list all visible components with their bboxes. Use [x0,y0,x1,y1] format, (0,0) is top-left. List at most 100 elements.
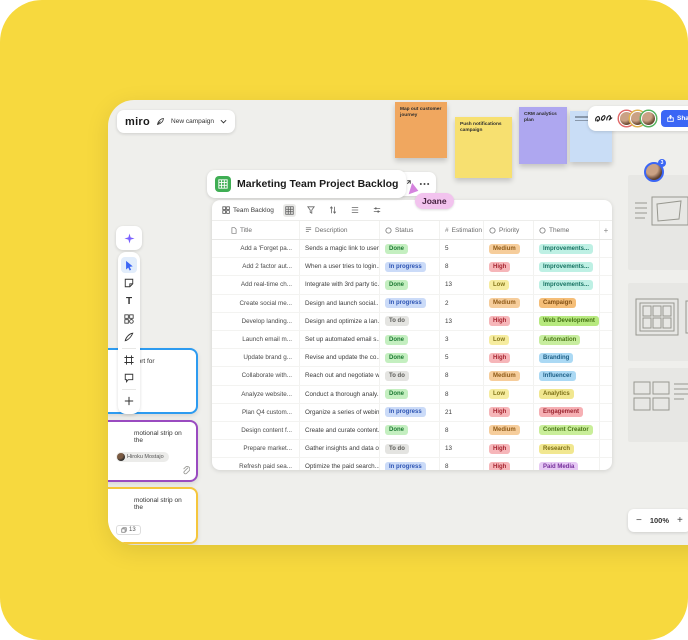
row-height-button[interactable] [349,204,362,217]
row-handle[interactable] [212,331,226,348]
table-row[interactable]: Launch email m... Set up automated email … [212,330,612,350]
cell-spacer[interactable] [600,404,612,421]
zoom-in-button[interactable]: + [677,514,683,526]
cell-description[interactable]: Create and curate content... [300,421,380,440]
add-tool[interactable] [121,393,137,409]
cell-title[interactable]: Analyze website... [226,385,300,403]
cell-description[interactable]: Gather insights and data o... [300,440,380,458]
cell-theme[interactable]: Research [534,440,600,458]
cell-estimation[interactable]: 13 [440,276,484,294]
row-handle[interactable] [212,349,226,366]
cell-description[interactable]: Set up automated email s... [300,330,380,349]
cell-spacer[interactable] [600,295,612,312]
cell-estimation[interactable]: 13 [440,440,484,458]
cell-status[interactable]: Done [380,330,440,349]
cell-description[interactable]: Design and optimize a lan... [300,312,380,330]
settings-button[interactable] [371,204,384,217]
cell-estimation[interactable]: 21 [440,403,484,421]
cell-priority[interactable]: Low [484,276,534,294]
cell-status[interactable]: Done [380,349,440,367]
cell-priority[interactable]: Low [484,330,534,349]
column-header-estimation[interactable]: # Estimation [440,221,484,239]
cell-theme[interactable]: Paid Media [534,458,600,470]
frame-tool[interactable] [121,352,137,368]
cell-estimation[interactable]: 5 [440,240,484,258]
cell-estimation[interactable]: 8 [440,421,484,440]
cell-estimation[interactable]: 2 [440,294,484,312]
cell-status[interactable]: To do [380,440,440,458]
cell-priority[interactable]: High [484,258,534,276]
column-header-priority[interactable]: Priority [484,221,534,239]
cell-priority[interactable]: High [484,458,534,470]
column-header-status[interactable]: Status [380,221,440,239]
share-button[interactable]: Share [661,110,688,127]
edit-pen-icon[interactable] [156,117,165,126]
cell-priority[interactable]: Low [484,385,534,403]
sticky-note[interactable]: Push notifications campaign [455,117,512,178]
more-options-icon[interactable] [419,182,430,186]
cell-description[interactable]: Integrate with 3rd party tic... [300,276,380,294]
table-row[interactable]: Update brand g... Revise and update the c… [212,349,612,368]
row-handle[interactable] [212,404,226,421]
cell-title[interactable]: Develop landing... [226,312,300,330]
row-handle[interactable] [212,276,226,293]
cell-theme[interactable]: Improvements... [534,240,600,258]
cell-estimation[interactable]: 5 [440,349,484,367]
cell-description[interactable]: When a user tries to login... [300,258,380,276]
table-row[interactable]: Add real-time ch... Integrate with 3rd pa… [212,276,612,295]
row-handle[interactable] [212,440,226,457]
row-handle[interactable] [212,422,226,439]
cell-theme[interactable]: Branding [534,349,600,367]
cell-title[interactable]: Add real-time ch... [226,276,300,294]
cell-theme[interactable]: Influencer [534,367,600,385]
cell-description[interactable]: Organize a series of webin... [300,403,380,421]
cell-description[interactable]: Optimize the paid search... [300,458,380,470]
table-row[interactable]: Develop landing... Design and optimize a … [212,312,612,331]
row-handle[interactable] [212,367,226,384]
sticky-note-tool[interactable] [121,275,137,291]
cell-spacer[interactable] [600,349,612,366]
table-row[interactable]: Refresh paid sea... Optimize the paid sea… [212,458,612,470]
cell-spacer[interactable] [600,386,612,403]
text-tool[interactable]: T [125,295,133,307]
wireframe-thumbnail[interactable] [628,283,688,361]
cell-estimation[interactable]: 8 [440,458,484,470]
cell-theme[interactable]: Improvements... [534,276,600,294]
table-row[interactable]: Prepare market... Gather insights and dat… [212,440,612,459]
cell-priority[interactable]: Medium [484,421,534,440]
avatar[interactable] [641,111,656,126]
cell-description[interactable]: Revise and update the co... [300,349,380,367]
cell-title[interactable]: Create social me... [226,294,300,312]
cell-priority[interactable]: High [484,349,534,367]
cell-spacer[interactable] [600,331,612,348]
cell-theme[interactable]: Engagement [534,403,600,421]
cell-title[interactable]: Prepare market... [226,440,300,458]
cell-status[interactable]: Done [380,421,440,440]
cell-spacer[interactable] [600,440,612,457]
zoom-level[interactable]: 100% [649,516,670,525]
cell-status[interactable]: In progress [380,403,440,421]
cell-priority[interactable]: High [484,312,534,330]
table-widget[interactable]: Team Backlog [212,200,612,470]
cell-status[interactable]: Done [380,385,440,403]
avatar-stack[interactable] [619,111,656,126]
card-item[interactable]: motional strip on the 13 [108,487,198,544]
view-chip[interactable]: Team Backlog [222,206,274,214]
cell-estimation[interactable]: 8 [440,367,484,385]
cell-title[interactable]: Refresh paid sea... [226,458,300,470]
cell-title[interactable]: Design content f... [226,421,300,440]
cell-priority[interactable]: Medium [484,240,534,258]
cell-description[interactable]: Conduct a thorough analy... [300,385,380,403]
table-row[interactable]: Add a 'Forget pa... Sends a magic link to… [212,240,612,259]
row-handle[interactable] [212,458,226,470]
cell-spacer[interactable] [600,240,612,257]
wireframe-thumbnail[interactable] [628,175,688,270]
cell-estimation[interactable]: 13 [440,312,484,330]
pen-tool[interactable] [121,329,137,345]
cell-spacer[interactable] [600,276,612,293]
row-handle[interactable] [212,386,226,403]
cell-title[interactable]: Add 2 factor aut... [226,258,300,276]
cell-estimation[interactable]: 3 [440,330,484,349]
cell-description[interactable]: Sends a magic link to user... [300,240,380,258]
sticky-note[interactable]: Map out customer journey [395,102,447,158]
